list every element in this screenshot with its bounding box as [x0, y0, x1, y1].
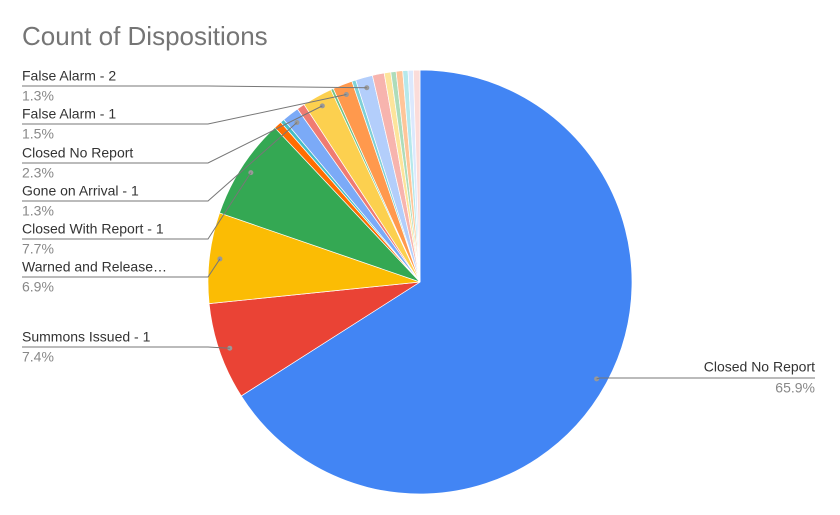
slice-value: 1.5% [22, 126, 54, 142]
leader-line [22, 105, 323, 164]
slice-label: False Alarm - 2 [22, 68, 116, 84]
slice-value: 7.4% [22, 349, 54, 365]
leader-line [22, 94, 347, 125]
leader-line [22, 172, 252, 240]
slice-value: 1.3% [22, 203, 54, 219]
pie-slice [240, 69, 633, 495]
slice-label: Closed No Report [704, 359, 815, 375]
slice-value: 65.9% [775, 380, 815, 396]
leader-line [22, 122, 298, 202]
pie-slice [412, 69, 421, 283]
pie-slice [208, 281, 421, 397]
slice-label: Closed No Report [22, 145, 133, 161]
leader-line [596, 377, 815, 380]
slice-value: 2.3% [22, 165, 54, 181]
pie-slice [219, 127, 421, 283]
leader-line [22, 85, 367, 89]
slice-label: Closed With Report - 1 [22, 221, 164, 237]
slice-label: Summons Issued - 1 [22, 329, 151, 345]
slice-label: False Alarm - 1 [22, 106, 116, 122]
slice-value: 6.9% [22, 279, 54, 295]
slice-label: Gone on Arrival - 1 [22, 183, 139, 199]
leader-line [22, 258, 221, 278]
slice-label: Warned and Release… [22, 259, 167, 275]
leader-line [22, 346, 230, 349]
slice-value: 1.3% [22, 88, 54, 104]
slice-value: 7.7% [22, 241, 54, 257]
chart-title: Count of Dispositions [22, 21, 268, 51]
